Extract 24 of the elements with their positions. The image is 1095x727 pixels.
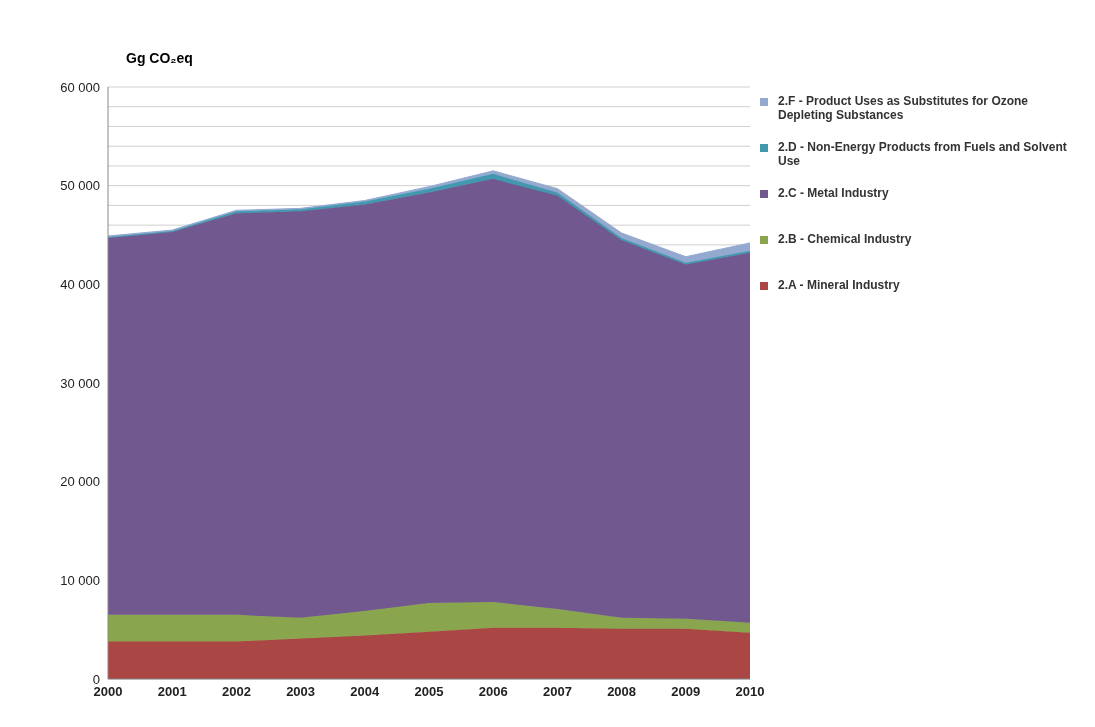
x-tick-label: 2001 bbox=[157, 684, 187, 700]
y-tick-label: 50 000 bbox=[60, 178, 100, 194]
x-tick-label: 2009 bbox=[671, 684, 701, 700]
x-tick-label: 2008 bbox=[607, 684, 637, 700]
legend-label: 2.A - Mineral Industry bbox=[778, 278, 900, 292]
y-tick-label: 30 000 bbox=[60, 375, 100, 391]
x-tick-label: 2000 bbox=[93, 684, 123, 700]
x-tick-label: 2003 bbox=[286, 684, 316, 700]
x-tick-label: 2007 bbox=[542, 684, 572, 700]
y-axis-title: Gg CO₂eq bbox=[126, 50, 193, 66]
y-tick-label: 60 000 bbox=[60, 79, 100, 95]
x-tick-label: 2002 bbox=[221, 684, 251, 700]
legend-label: 2.D - Non-Energy Products from Fuels and Solvent Use bbox=[778, 140, 1068, 168]
y-tick-label: 20 000 bbox=[60, 474, 100, 490]
x-tick-label: 2010 bbox=[735, 684, 765, 700]
x-tick-label: 2006 bbox=[478, 684, 508, 700]
legend-label: 2.B - Chemical Industry bbox=[778, 232, 912, 246]
y-tick-label: 0 bbox=[92, 671, 100, 687]
x-tick-label: 2004 bbox=[350, 684, 381, 700]
legend-label: 2.C - Metal Industry bbox=[778, 186, 889, 200]
legend-label: 2.F - Product Uses as Substitutes for Ozone Depleting Substances bbox=[778, 94, 1030, 122]
y-tick-label: 10 000 bbox=[60, 572, 100, 588]
x-tick-label: 2005 bbox=[414, 684, 444, 700]
y-tick-label: 40 000 bbox=[60, 276, 100, 292]
